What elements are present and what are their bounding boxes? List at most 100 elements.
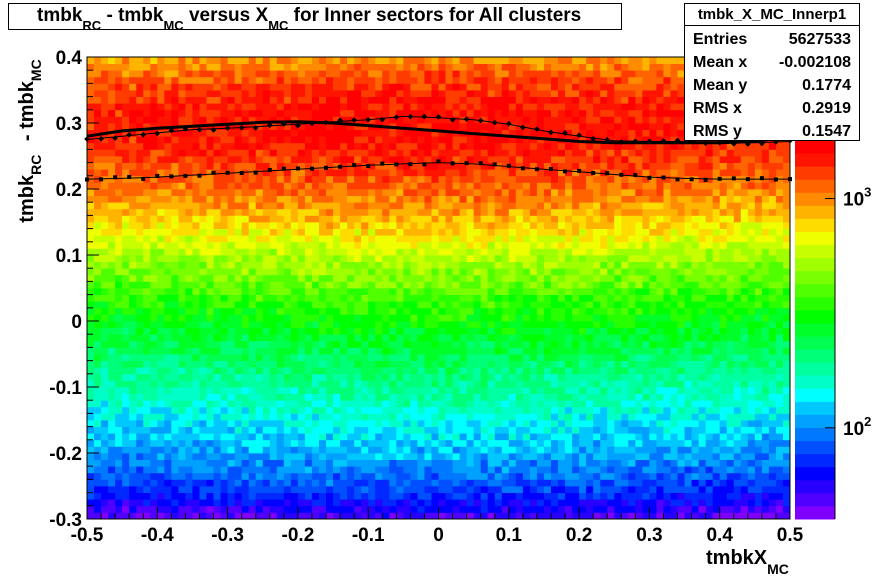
heatmap-cell <box>431 387 439 394</box>
heatmap-cell <box>171 175 179 183</box>
heatmap-cell <box>326 466 334 474</box>
heatmap-cell <box>269 439 278 447</box>
heatmap-cell <box>318 420 327 427</box>
heatmap-cell <box>157 499 165 507</box>
heatmap-cell <box>101 472 109 480</box>
heatmap-cell <box>333 492 341 500</box>
heatmap-cell <box>382 479 390 487</box>
heatmap-cell <box>199 241 207 249</box>
heatmap-cell <box>480 149 489 157</box>
heatmap-cell <box>396 57 404 64</box>
heatmap-cell <box>248 261 257 269</box>
heatmap-cell <box>255 373 264 381</box>
heatmap-cell <box>543 109 552 117</box>
heatmap-cell <box>543 228 552 236</box>
heatmap-cell <box>382 202 390 210</box>
heatmap-cell <box>326 109 334 117</box>
heatmap-cell <box>501 413 510 421</box>
heatmap-cell <box>94 268 102 276</box>
heatmap-cell <box>452 281 460 289</box>
heatmap-cell <box>297 334 306 342</box>
heatmap-cell <box>508 195 517 203</box>
heatmap-cell <box>550 169 559 177</box>
heatmap-cell <box>558 116 566 124</box>
heatmap-cell <box>473 367 482 375</box>
heatmap-cell <box>94 228 102 236</box>
heatmap-cell <box>558 261 566 269</box>
heatmap-cell <box>326 268 334 276</box>
heatmap-cell <box>494 294 503 302</box>
heatmap-cell <box>424 505 432 513</box>
heatmap-cell <box>586 426 594 434</box>
heatmap-cell <box>178 400 186 408</box>
heatmap-cell <box>192 492 200 500</box>
heatmap-cell <box>206 288 214 295</box>
heatmap-cell <box>543 162 552 170</box>
heatmap-cell <box>396 406 404 414</box>
heatmap-cell <box>248 301 257 309</box>
heatmap-cell <box>354 189 362 196</box>
heatmap-cell <box>431 446 439 454</box>
heatmap-cell <box>550 294 559 302</box>
heatmap-cell <box>101 340 109 348</box>
heatmap-cell <box>136 202 144 210</box>
heatmap-cell <box>213 175 221 183</box>
heatmap-cell <box>501 136 510 144</box>
heatmap-cell <box>347 459 355 467</box>
heatmap-cell <box>220 123 228 130</box>
heatmap-cell <box>487 142 496 150</box>
heatmap-cell <box>157 235 165 243</box>
heatmap-cell <box>143 142 151 150</box>
heatmap-cell <box>501 202 510 210</box>
heatmap-cell <box>143 281 151 289</box>
heatmap-cell <box>347 479 355 487</box>
heatmap-cell <box>164 479 172 487</box>
heatmap-cell <box>368 400 376 408</box>
heatmap-cell <box>108 288 116 295</box>
heatmap-cell <box>529 314 538 322</box>
heatmap-cell <box>311 334 320 342</box>
heatmap-cell <box>227 479 236 487</box>
heatmap-cell <box>269 307 278 315</box>
heatmap-cell <box>354 486 362 493</box>
heatmap-cell <box>276 472 285 480</box>
heatmap-cell <box>241 288 250 295</box>
heatmap-cell <box>368 222 376 229</box>
heatmap-cell <box>220 367 228 375</box>
heatmap-cell <box>389 182 397 190</box>
heatmap-cell <box>185 367 193 375</box>
heatmap-cell <box>318 255 327 262</box>
heatmap-cell <box>361 486 369 493</box>
heatmap-cell <box>213 109 221 117</box>
heatmap-cell <box>340 321 348 328</box>
heatmap-cell <box>255 393 264 401</box>
heatmap-cell <box>361 472 369 480</box>
heatmap-cell <box>508 222 517 229</box>
heatmap-cell <box>375 433 383 441</box>
heatmap-cell <box>206 189 214 196</box>
heatmap-cell <box>213 354 221 361</box>
heatmap-cell <box>417 420 425 427</box>
heatmap-cell <box>459 354 468 361</box>
heatmap-cell <box>234 307 243 315</box>
heatmap-cell <box>536 472 545 480</box>
heatmap-cell <box>318 439 327 447</box>
heatmap-cell <box>150 162 158 170</box>
heatmap-cell <box>115 90 123 97</box>
heatmap-cell <box>572 334 580 342</box>
heatmap-cell <box>565 162 573 170</box>
heatmap-cell <box>241 334 250 342</box>
heatmap-cell <box>501 268 510 276</box>
heatmap-cell <box>178 142 186 150</box>
heatmap-cell <box>241 406 250 414</box>
heatmap-cell <box>466 301 475 309</box>
heatmap-cell <box>522 294 531 302</box>
heatmap-cell <box>445 103 453 111</box>
heatmap-cell <box>311 492 320 500</box>
heatmap-cell <box>101 83 109 91</box>
heatmap-cell <box>368 413 376 421</box>
heatmap-cell <box>241 129 250 137</box>
heatmap-cell <box>375 459 383 467</box>
heatmap-cell <box>157 512 165 520</box>
heatmap-cell <box>459 195 468 203</box>
